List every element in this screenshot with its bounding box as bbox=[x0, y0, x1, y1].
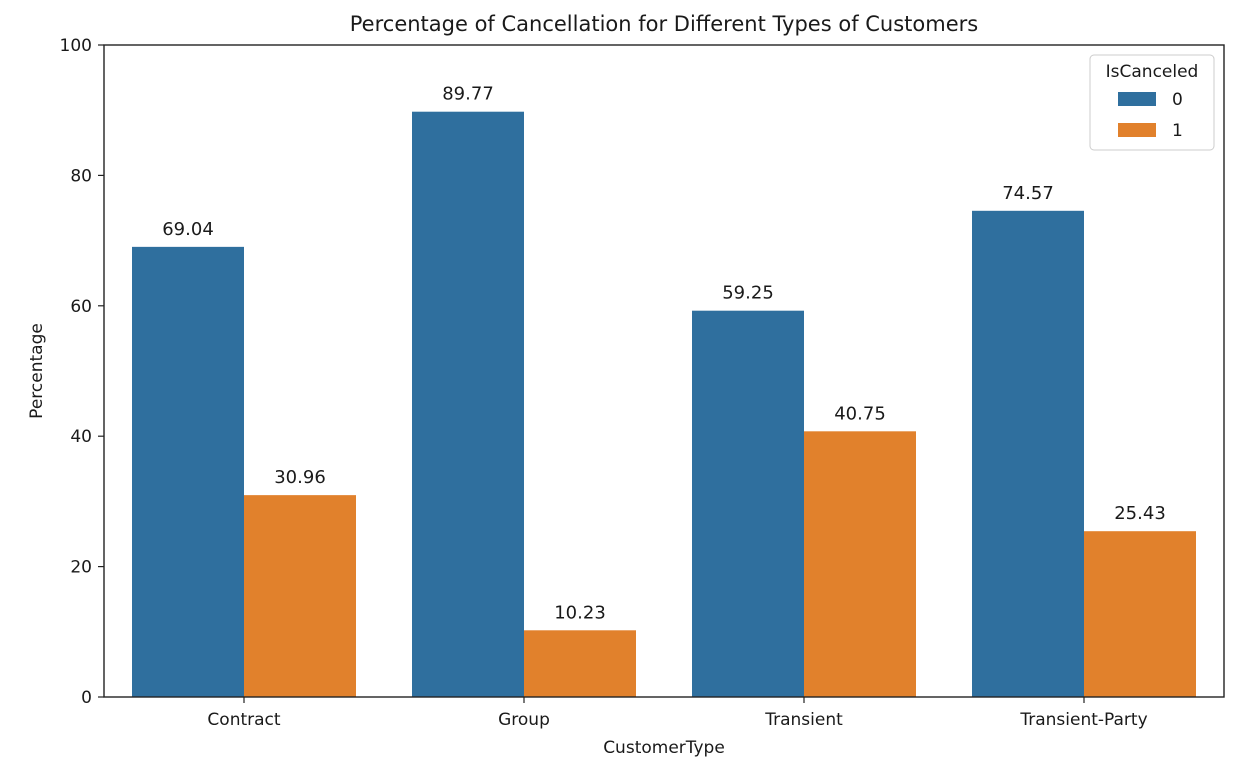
y-tick-label: 20 bbox=[70, 558, 92, 578]
data-label: 59.25 bbox=[722, 283, 774, 304]
x-tick-label: Transient bbox=[764, 710, 843, 730]
x-tick-label: Contract bbox=[207, 710, 280, 730]
legend-label-0: 0 bbox=[1172, 90, 1183, 110]
y-tick-label: 40 bbox=[70, 427, 92, 447]
x-axis-label: CustomerType bbox=[603, 738, 725, 758]
data-label: 25.43 bbox=[1114, 503, 1166, 524]
data-label: 10.23 bbox=[554, 602, 606, 623]
bar-group-series-0 bbox=[412, 111, 524, 698]
chart-title: Percentage of Cancellation for Different… bbox=[350, 12, 978, 36]
y-tick-label: 60 bbox=[70, 297, 92, 317]
y-axis: 0 20 40 60 80 100 bbox=[60, 36, 104, 708]
legend: IsCanceled 0 1 bbox=[1089, 54, 1215, 151]
bars-layer bbox=[132, 111, 1196, 698]
x-axis: Contract Group Transient Transient-Party bbox=[207, 697, 1148, 730]
bar-group-series-1 bbox=[524, 630, 636, 697]
data-labels-layer: 69.04 30.96 89.77 10.23 59.25 40.75 74.57 25.43 bbox=[162, 84, 1166, 624]
y-tick-label: 100 bbox=[60, 36, 92, 56]
bar-contract-series-1 bbox=[244, 495, 356, 697]
legend-swatch-0 bbox=[1118, 92, 1156, 106]
data-label: 89.77 bbox=[442, 84, 494, 105]
legend-title: IsCanceled bbox=[1106, 62, 1199, 82]
data-label: 69.04 bbox=[162, 219, 214, 240]
data-label: 40.75 bbox=[834, 403, 886, 424]
bar-transient-series-0 bbox=[692, 310, 804, 697]
legend-label-1: 1 bbox=[1172, 121, 1183, 141]
legend-swatch-1 bbox=[1118, 123, 1156, 137]
y-axis-label: Percentage bbox=[27, 323, 47, 419]
bar-contract-series-0 bbox=[132, 246, 244, 698]
data-label: 74.57 bbox=[1002, 183, 1054, 204]
data-label: 30.96 bbox=[274, 467, 326, 488]
y-tick-label: 0 bbox=[81, 688, 92, 708]
bar-transient-party-series-1 bbox=[1084, 531, 1196, 697]
x-tick-label: Transient-Party bbox=[1019, 710, 1147, 730]
bar-transient-series-1 bbox=[804, 431, 916, 697]
plot-frame bbox=[103, 44, 1225, 698]
bar-transient-party-series-0 bbox=[972, 210, 1084, 698]
x-tick-label: Group bbox=[498, 710, 550, 730]
y-tick-label: 80 bbox=[70, 166, 92, 186]
